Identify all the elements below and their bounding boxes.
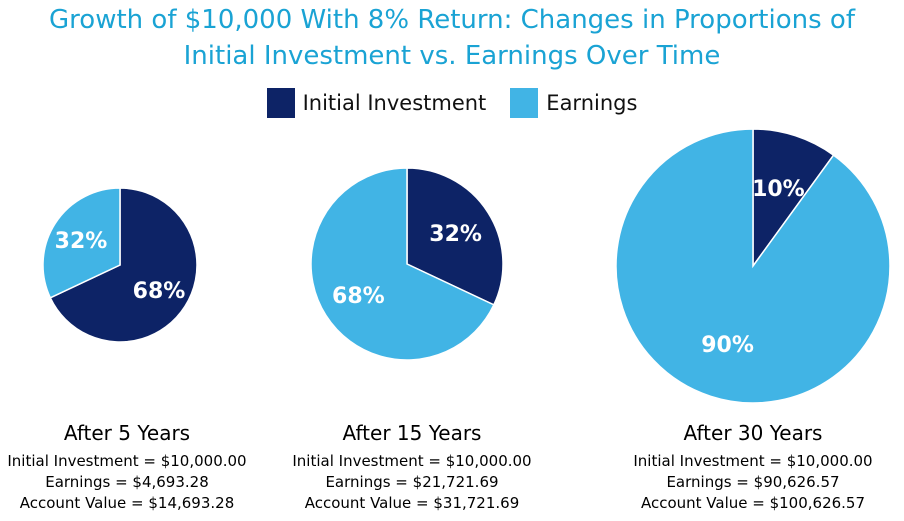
title-line-1: Growth of $10,000 With 8% Return: Change… xyxy=(49,5,855,35)
pie-slice-initial xyxy=(752,128,835,269)
pie-slice-initial xyxy=(49,187,198,343)
pie-1: 32% 68% xyxy=(310,167,504,361)
slice-label: 68% xyxy=(133,279,186,304)
legend: Initial Investment Earnings xyxy=(0,88,904,118)
slice-label: 32% xyxy=(429,222,482,247)
slice-label: 68% xyxy=(332,284,385,309)
caption-account-value: Account Value = $14,693.28 xyxy=(19,494,235,512)
caption-account-value: Account Value = $100,626.57 xyxy=(640,494,866,512)
caption-initial: Initial Investment = $10,000.00 xyxy=(292,452,532,470)
caption-30-years: After 30 Years Initial Investment = $10,… xyxy=(623,419,883,514)
caption-title: After 30 Years xyxy=(683,421,823,445)
caption-initial: Initial Investment = $10,000.00 xyxy=(7,452,247,470)
caption-5-years: After 5 Years Initial Investment = $10,0… xyxy=(2,419,252,514)
pie-slice-earnings xyxy=(615,128,891,404)
legend-swatch-initial xyxy=(266,88,295,118)
slice-label: 32% xyxy=(55,229,108,254)
pie-slice-earnings xyxy=(310,167,495,361)
legend-label-earnings: Earnings xyxy=(546,91,638,115)
slice-label: 90% xyxy=(701,333,754,358)
caption-title: After 15 Years xyxy=(342,421,482,445)
legend-item-initial: Initial Investment xyxy=(266,88,487,118)
caption-earnings: Earnings = $21,721.69 xyxy=(325,473,499,491)
caption-initial: Initial Investment = $10,000.00 xyxy=(633,452,873,470)
caption-earnings: Earnings = $4,693.28 xyxy=(45,473,209,491)
caption-title: After 5 Years xyxy=(63,421,191,445)
pie-slice-earnings xyxy=(42,187,121,299)
pie-slice-initial xyxy=(406,167,504,306)
legend-swatch-earnings xyxy=(510,88,539,118)
legend-item-earnings: Earnings xyxy=(510,88,637,118)
legend-label-initial: Initial Investment xyxy=(302,91,487,115)
pie-2: 10% 90% xyxy=(615,128,891,404)
caption-earnings: Earnings = $90,626.57 xyxy=(666,473,840,491)
caption-account-value: Account Value = $31,721.69 xyxy=(304,494,520,512)
chart-title: Growth of $10,000 With 8% Return: Change… xyxy=(0,2,904,74)
title-line-2: Initial Investment vs. Earnings Over Tim… xyxy=(183,41,721,71)
pie-0: 68% 32% xyxy=(42,187,198,343)
slice-label: 10% xyxy=(752,177,805,202)
caption-15-years: After 15 Years Initial Investment = $10,… xyxy=(282,419,542,514)
